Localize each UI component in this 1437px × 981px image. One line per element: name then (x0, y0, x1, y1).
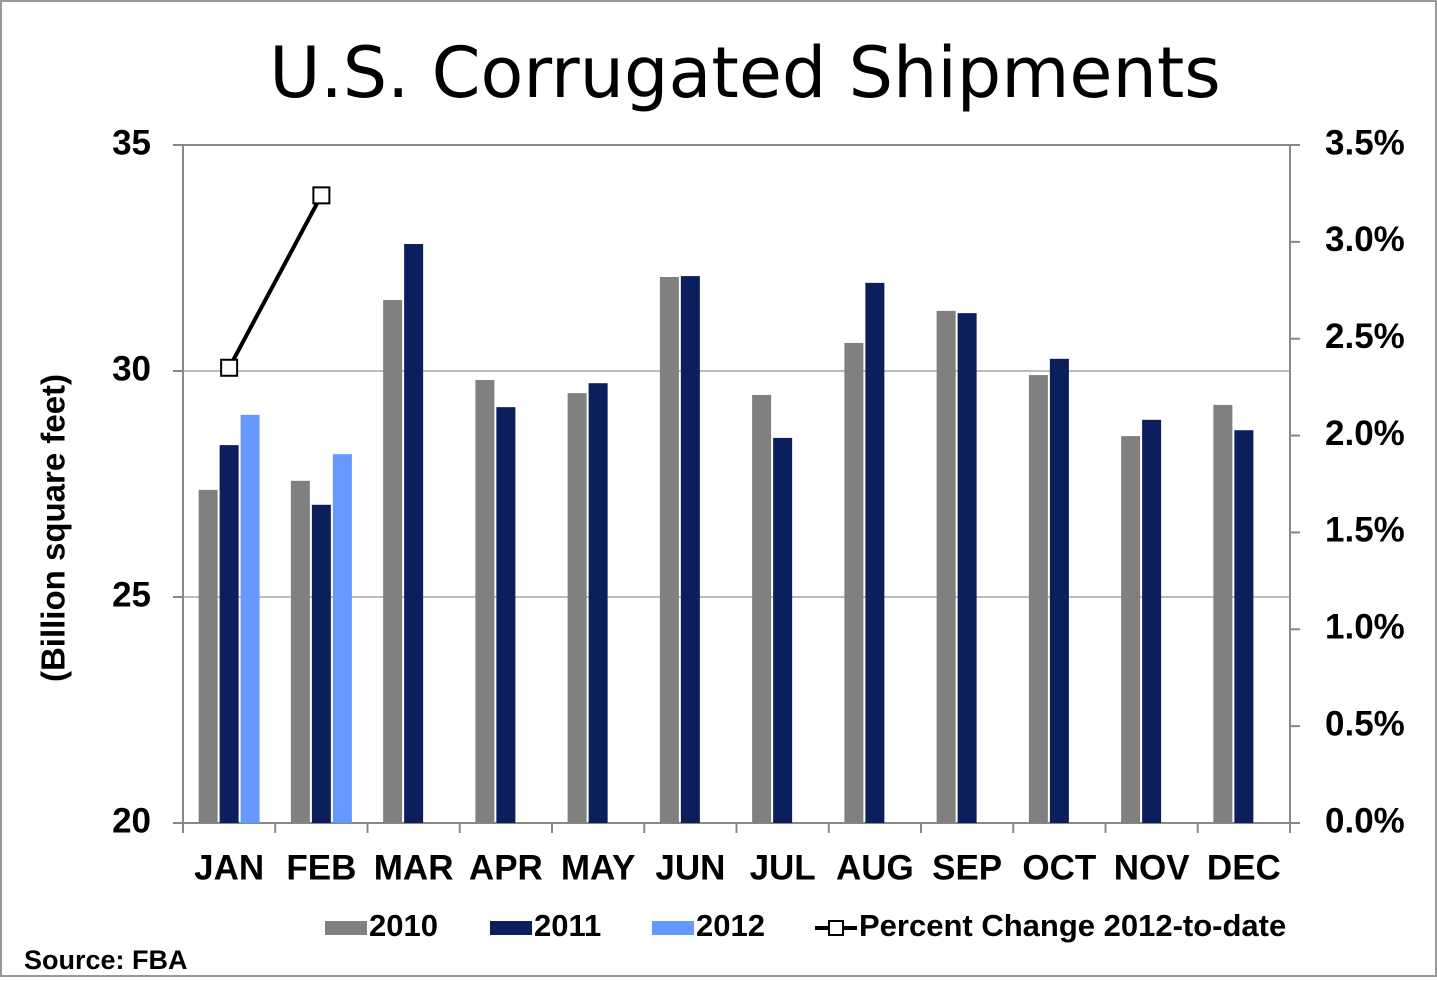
bar (1028, 375, 1048, 823)
y2-tick-label: 0.5% (1325, 704, 1405, 743)
bar (332, 454, 352, 823)
x-tick-label: MAR (374, 848, 454, 887)
source: Source: FBA (24, 945, 188, 975)
legend-swatch (828, 920, 844, 936)
y-tick-label: 25 (112, 575, 151, 614)
bar (1142, 419, 1162, 823)
bar (588, 383, 608, 823)
bar (957, 313, 977, 823)
bar (198, 489, 218, 823)
bar (680, 276, 700, 824)
bar (865, 282, 885, 823)
bar (475, 380, 495, 823)
legend-label: 2012 (696, 908, 765, 943)
chart-title: U.S. Corrugated Shipments (269, 32, 1221, 114)
y-tick-label: 35 (112, 123, 151, 162)
x-tick-label: OCT (1022, 848, 1096, 887)
x-tick-label: DEC (1207, 848, 1281, 887)
bar (496, 407, 516, 823)
bar (240, 414, 260, 823)
x-tick-label: MAY (561, 848, 636, 887)
bar (1213, 404, 1233, 823)
bar (1234, 430, 1254, 823)
x-tick-label: FEB (286, 848, 356, 887)
x-tick-label: AUG (836, 848, 914, 887)
bar (219, 445, 239, 823)
legend-swatch (325, 921, 367, 935)
bar (311, 504, 331, 823)
x-tick-label: JUN (655, 848, 725, 887)
bar (936, 310, 956, 823)
x-tick-label: JAN (194, 848, 264, 887)
bar (659, 276, 679, 823)
legend-label: Percent Change 2012-to-date (859, 908, 1286, 943)
y2-tick-label: 0.0% (1325, 801, 1405, 840)
y-tick-label: 30 (112, 349, 151, 388)
bar (752, 394, 772, 823)
bar (844, 342, 864, 823)
x-tick-label: APR (469, 848, 543, 887)
y2-tick-label: 1.5% (1325, 511, 1405, 550)
x-tick-label: SEP (932, 848, 1002, 887)
line (227, 194, 324, 369)
legend-swatch (490, 921, 532, 935)
y2-tick-label: 3.0% (1325, 220, 1405, 259)
legend-label: 2011 (534, 908, 601, 943)
line-marker (312, 186, 331, 205)
x-tick-label: JUL (750, 848, 816, 887)
bar (1121, 436, 1141, 823)
legend-swatch (652, 921, 694, 935)
bar (773, 437, 793, 823)
y2-tick-label: 1.0% (1325, 608, 1405, 647)
bar (383, 300, 403, 823)
bar (290, 480, 310, 823)
y2-tick-label: 3.5% (1325, 123, 1405, 162)
bar (567, 393, 587, 823)
y-axis-label: (Billion square feet) (35, 374, 72, 682)
line-marker (220, 358, 239, 377)
y2-tick-label: 2.0% (1325, 414, 1405, 453)
x-tick-label: NOV (1114, 848, 1191, 887)
bar (1049, 358, 1069, 823)
y-tick-label: 20 (112, 801, 151, 840)
bar (404, 243, 424, 823)
legend-label: 2010 (369, 908, 438, 943)
y2-tick-label: 2.5% (1325, 317, 1405, 356)
